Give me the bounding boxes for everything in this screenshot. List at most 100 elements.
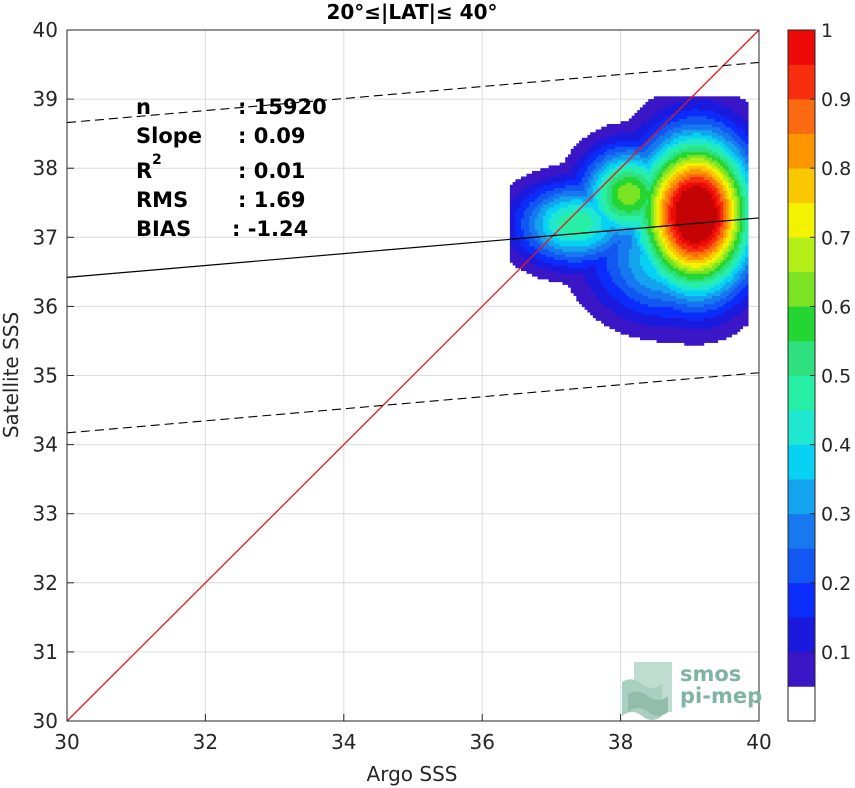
density-cell [703, 121, 708, 125]
density-cell [648, 262, 652, 266]
density-cell [529, 231, 533, 236]
density-cell [700, 267, 705, 272]
density-cell [645, 267, 649, 272]
density-cell [670, 328, 674, 332]
density-cell [703, 143, 708, 147]
density-cell [637, 217, 641, 222]
density-cell [590, 231, 594, 236]
density-cell [675, 137, 680, 142]
density-cell [709, 287, 713, 291]
density-cell [678, 110, 683, 114]
density-cell [703, 170, 708, 175]
density-cell [562, 209, 566, 214]
density-cell [706, 101, 710, 106]
density-cell [612, 237, 616, 241]
density-cell [667, 154, 672, 158]
density-cell [554, 240, 558, 244]
density-cell [529, 240, 533, 244]
density-cell [534, 223, 539, 227]
density-cell [603, 209, 608, 214]
density-cell [551, 259, 555, 263]
density-cell [603, 226, 608, 230]
density-cell [529, 195, 533, 200]
density-cell [709, 148, 713, 153]
density-cell [648, 234, 652, 238]
density-cell [687, 253, 691, 258]
density-cell [670, 281, 674, 285]
density-cell [579, 253, 583, 258]
density-cell [548, 165, 552, 169]
density-cell [645, 204, 649, 208]
density-cell [681, 292, 685, 296]
density-cell [565, 259, 569, 263]
density-cell [684, 129, 688, 133]
density-cell [626, 275, 630, 280]
density-cell [642, 267, 647, 272]
density-cell [601, 198, 605, 202]
density-cell [664, 162, 669, 167]
density-cell [648, 256, 652, 261]
density-cell [645, 278, 649, 283]
density-cell [692, 195, 696, 200]
density-cell [601, 229, 605, 233]
density-cell [603, 137, 608, 142]
density-cell [684, 248, 688, 252]
density-cell [615, 284, 619, 288]
density-cell [562, 251, 566, 255]
density-cell [537, 245, 541, 249]
density-cell [645, 303, 649, 307]
density-cell [581, 298, 586, 302]
density-cell [703, 179, 708, 183]
density-cell [639, 256, 644, 261]
density-cell [692, 270, 696, 274]
density-cell [573, 270, 577, 274]
density-cell [601, 159, 605, 164]
density-cell [653, 267, 658, 272]
density-cell [556, 245, 561, 249]
density-cell [554, 198, 558, 202]
density-cell [711, 157, 716, 161]
density-cell [587, 206, 591, 211]
density-cell [664, 259, 669, 263]
density-cell [656, 275, 660, 280]
density-cell [653, 107, 658, 111]
density-cell [675, 229, 680, 233]
density-cell [551, 165, 555, 169]
density-cell [617, 303, 622, 307]
density-cell [587, 165, 591, 169]
density-cell [689, 157, 694, 161]
density-cell [565, 157, 569, 161]
density-cell [562, 168, 566, 172]
density-cell [675, 314, 680, 319]
density-cell [639, 170, 644, 175]
density-cell [662, 295, 666, 299]
density-cell [706, 187, 710, 191]
density-cell [562, 173, 566, 178]
density-cell [675, 298, 680, 302]
density-cell [695, 264, 699, 269]
density-cell [595, 262, 600, 266]
density-cell [681, 182, 685, 186]
density-cell [656, 107, 660, 111]
density-cell [526, 251, 530, 255]
density-cell [526, 204, 530, 208]
density-cell [620, 140, 624, 144]
density-cell [695, 267, 699, 272]
density-cell [518, 256, 522, 261]
density-cell [662, 292, 666, 296]
density-cell [695, 220, 699, 225]
density-cell [565, 168, 569, 172]
density-cell [612, 165, 616, 169]
density-cell [681, 112, 685, 117]
density-cell [628, 287, 633, 291]
density-cell [532, 204, 536, 208]
density-cell [670, 226, 674, 230]
density-cell [642, 112, 647, 117]
density-cell [603, 259, 608, 263]
density-cell [603, 273, 608, 277]
density-cell [570, 278, 575, 283]
density-cell [537, 270, 541, 274]
density-cell [634, 334, 638, 338]
density-cell [692, 107, 696, 111]
density-cell [642, 123, 647, 128]
